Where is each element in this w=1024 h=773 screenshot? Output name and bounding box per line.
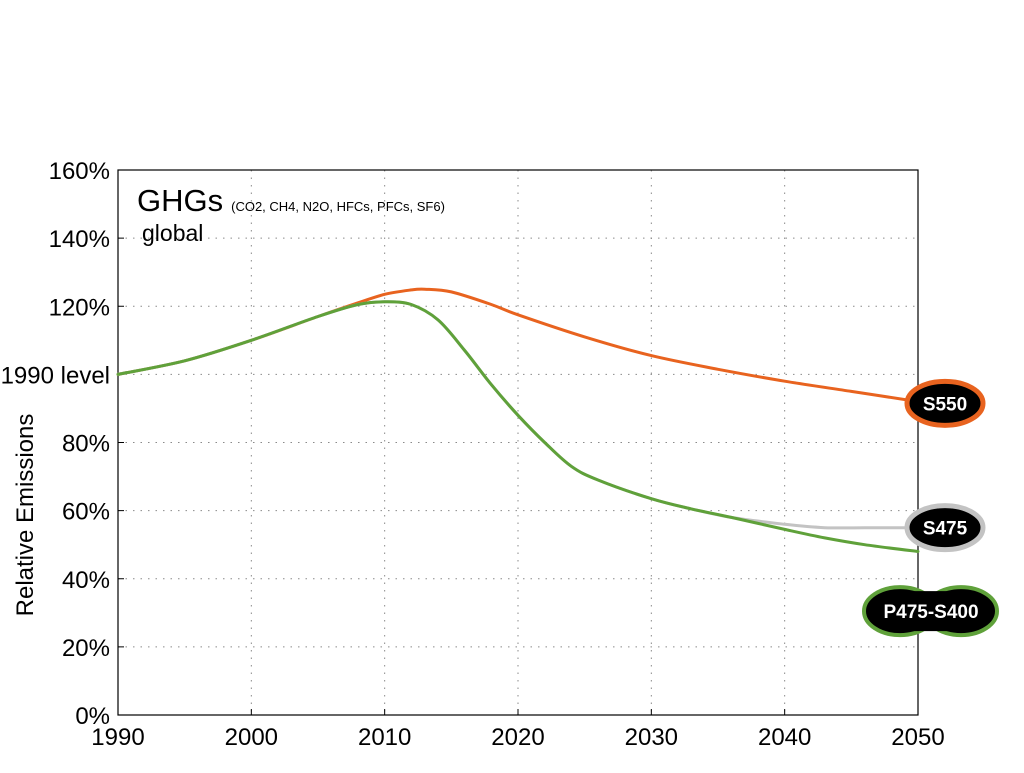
y-axis-label: Relative Emissions (12, 414, 39, 617)
y-axis: 0% 20% 40% 60% 80% 1990 level 120% 140% 160% (1, 158, 124, 730)
end-label-text: S550 (923, 394, 967, 415)
y-tick-label: 40% (62, 567, 110, 594)
x-tick-label: 2050 (891, 724, 944, 751)
y-tick-label: 140% (49, 226, 110, 253)
y-tick-label: 0% (75, 703, 110, 730)
x-tick-label: 2020 (491, 724, 544, 751)
end-label-badge (904, 378, 986, 428)
chart-title-detail: (CO2, CH4, N2O, HFCs, PFCs, SF6) (231, 199, 445, 214)
x-axis: 1990 2000 2010 2020 2030 2040 2050 (91, 709, 945, 751)
y-tick-label: 80% (62, 431, 110, 458)
y-tick-label: 160% (49, 158, 110, 185)
y-tick-label: 1990 level (1, 362, 110, 389)
grid-lines (118, 170, 918, 715)
end-label-badge (904, 503, 986, 553)
chart-title-main: GHGs (137, 183, 223, 218)
x-tick-label: 2040 (758, 724, 811, 751)
chart-title: GHGs (CO2, CH4, N2O, HFCs, PFCs, SF6) (137, 183, 445, 218)
chart-subtitle: global (142, 220, 203, 246)
x-tick-label: 2030 (625, 724, 678, 751)
end-label-text: S475 (923, 519, 968, 540)
series-end-labels: S550 S475 P475-S400 (862, 378, 999, 638)
series-lines (116, 287, 920, 553)
x-tick-label: 2000 (225, 724, 278, 751)
y-tick-label: 20% (62, 635, 110, 662)
y-tick-label: 120% (49, 294, 110, 321)
x-tick-label: 1990 (91, 724, 144, 751)
x-tick-label: 2010 (358, 724, 411, 751)
series-line-p475-s400 (116, 300, 920, 553)
y-tick-label: 60% (62, 499, 110, 526)
end-label-s550: S550 (904, 378, 986, 428)
end-label-badge-join (898, 591, 962, 632)
end-label-s475: S475 (904, 503, 986, 553)
end-label-text: P475-S400 (883, 602, 978, 623)
end-label-p475-s400: P475-S400 (862, 585, 999, 638)
